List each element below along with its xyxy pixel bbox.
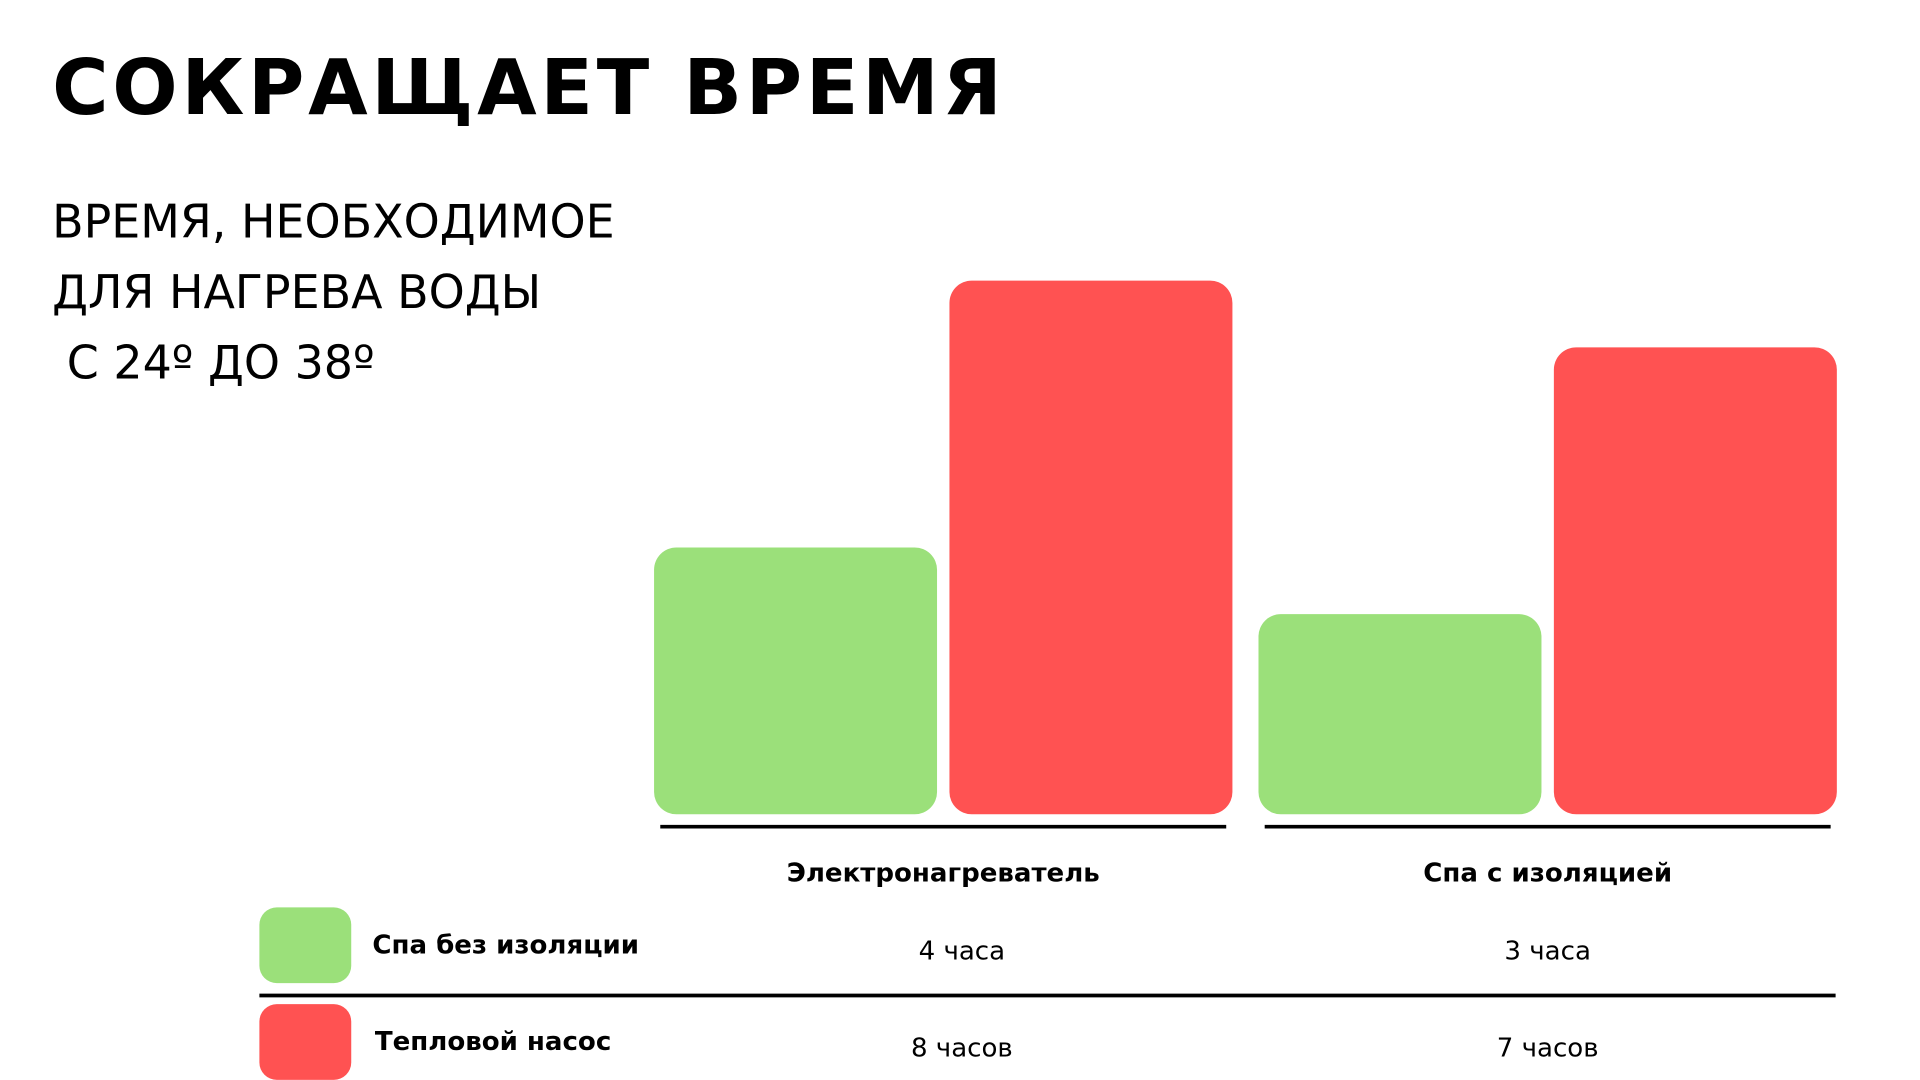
bar [1553,347,1837,815]
x-tick-label: Спа с изоляцией [1423,858,1672,888]
subtitle-line: ВРЕМЯ, НЕОБХОДИМОЕ [52,194,615,248]
subtitle-line: С 24º ДО 38º [52,336,375,390]
x-tick-label: Электронагреватель [787,858,1100,888]
legend-swatch [259,1004,352,1080]
value-label: 8 часов [911,1033,1013,1063]
legend-label: Тепловой насос [375,1027,611,1057]
legend-swatch [259,907,352,984]
subtitle-line: ДЛЯ НАГРЕВА ВОДЫ [52,265,541,319]
bar [1258,614,1542,815]
bar [949,280,1233,815]
legend-label: Спа без изоляции [372,930,639,960]
chart-title: СОКРАЩАЕТ ВРЕМЯ [52,44,1005,133]
value-label: 3 часа [1504,937,1590,967]
bar [654,547,938,815]
value-label: 4 часа [919,937,1005,967]
value-label: 7 часов [1497,1033,1599,1063]
